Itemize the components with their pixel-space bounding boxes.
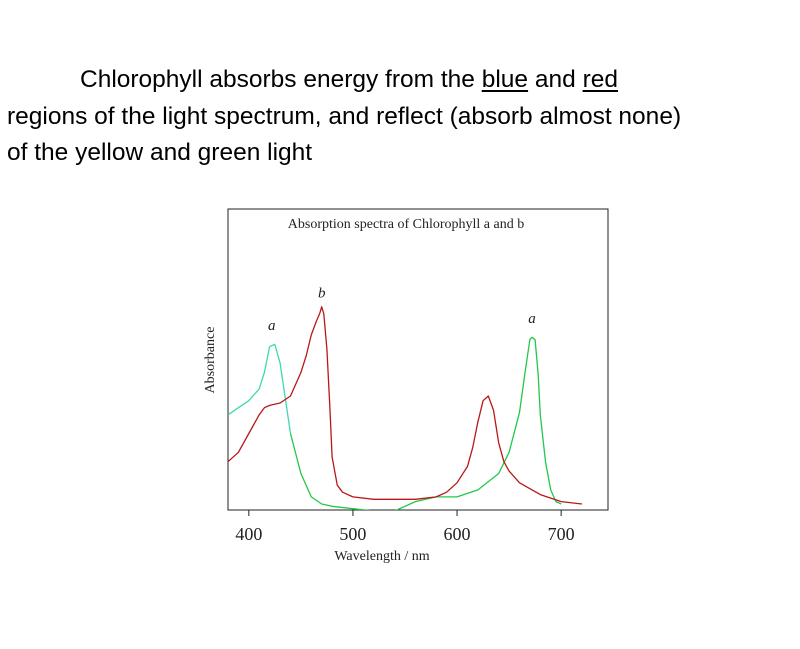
series-b-line xyxy=(228,306,583,505)
peak-label-a: a xyxy=(268,318,276,334)
caption-line-3: of the yellow and green light xyxy=(7,139,313,166)
x-tick-label: 700 xyxy=(548,524,575,544)
x-tick-label: 500 xyxy=(339,524,366,544)
caption-line-2: regions of the light spectrum, and refle… xyxy=(7,102,682,130)
x-tick-label: 400 xyxy=(235,524,262,544)
series-a-line-blue-region xyxy=(228,343,292,434)
caption-line-1-start: Chlorophyll absorbs energy from the xyxy=(80,66,482,93)
peak-labels: a a b xyxy=(268,285,536,334)
caption-line-1: Chlorophyll absorbs energy from the blue… xyxy=(7,62,793,99)
x-axis-label: Wavelength / nm xyxy=(334,549,429,564)
plot-area-frame xyxy=(227,208,609,511)
x-axis-ticks: 400 500 600 700 xyxy=(235,510,575,544)
series-lines xyxy=(228,306,583,510)
slide-caption: Chlorophyll absorbs energy from the blue… xyxy=(7,62,793,172)
x-tick-label: 600 xyxy=(444,524,471,544)
caption-line-1-middle: and xyxy=(528,66,583,93)
y-axis-label: Absorbance xyxy=(203,327,218,394)
peak-label-a: a xyxy=(528,311,536,327)
caption-blue-word: blue xyxy=(481,66,529,93)
peak-label-b: b xyxy=(318,285,326,301)
chart-title: Absorption spectra of Chlorophyll a and … xyxy=(288,217,524,232)
caption-red-word: red xyxy=(582,66,618,93)
